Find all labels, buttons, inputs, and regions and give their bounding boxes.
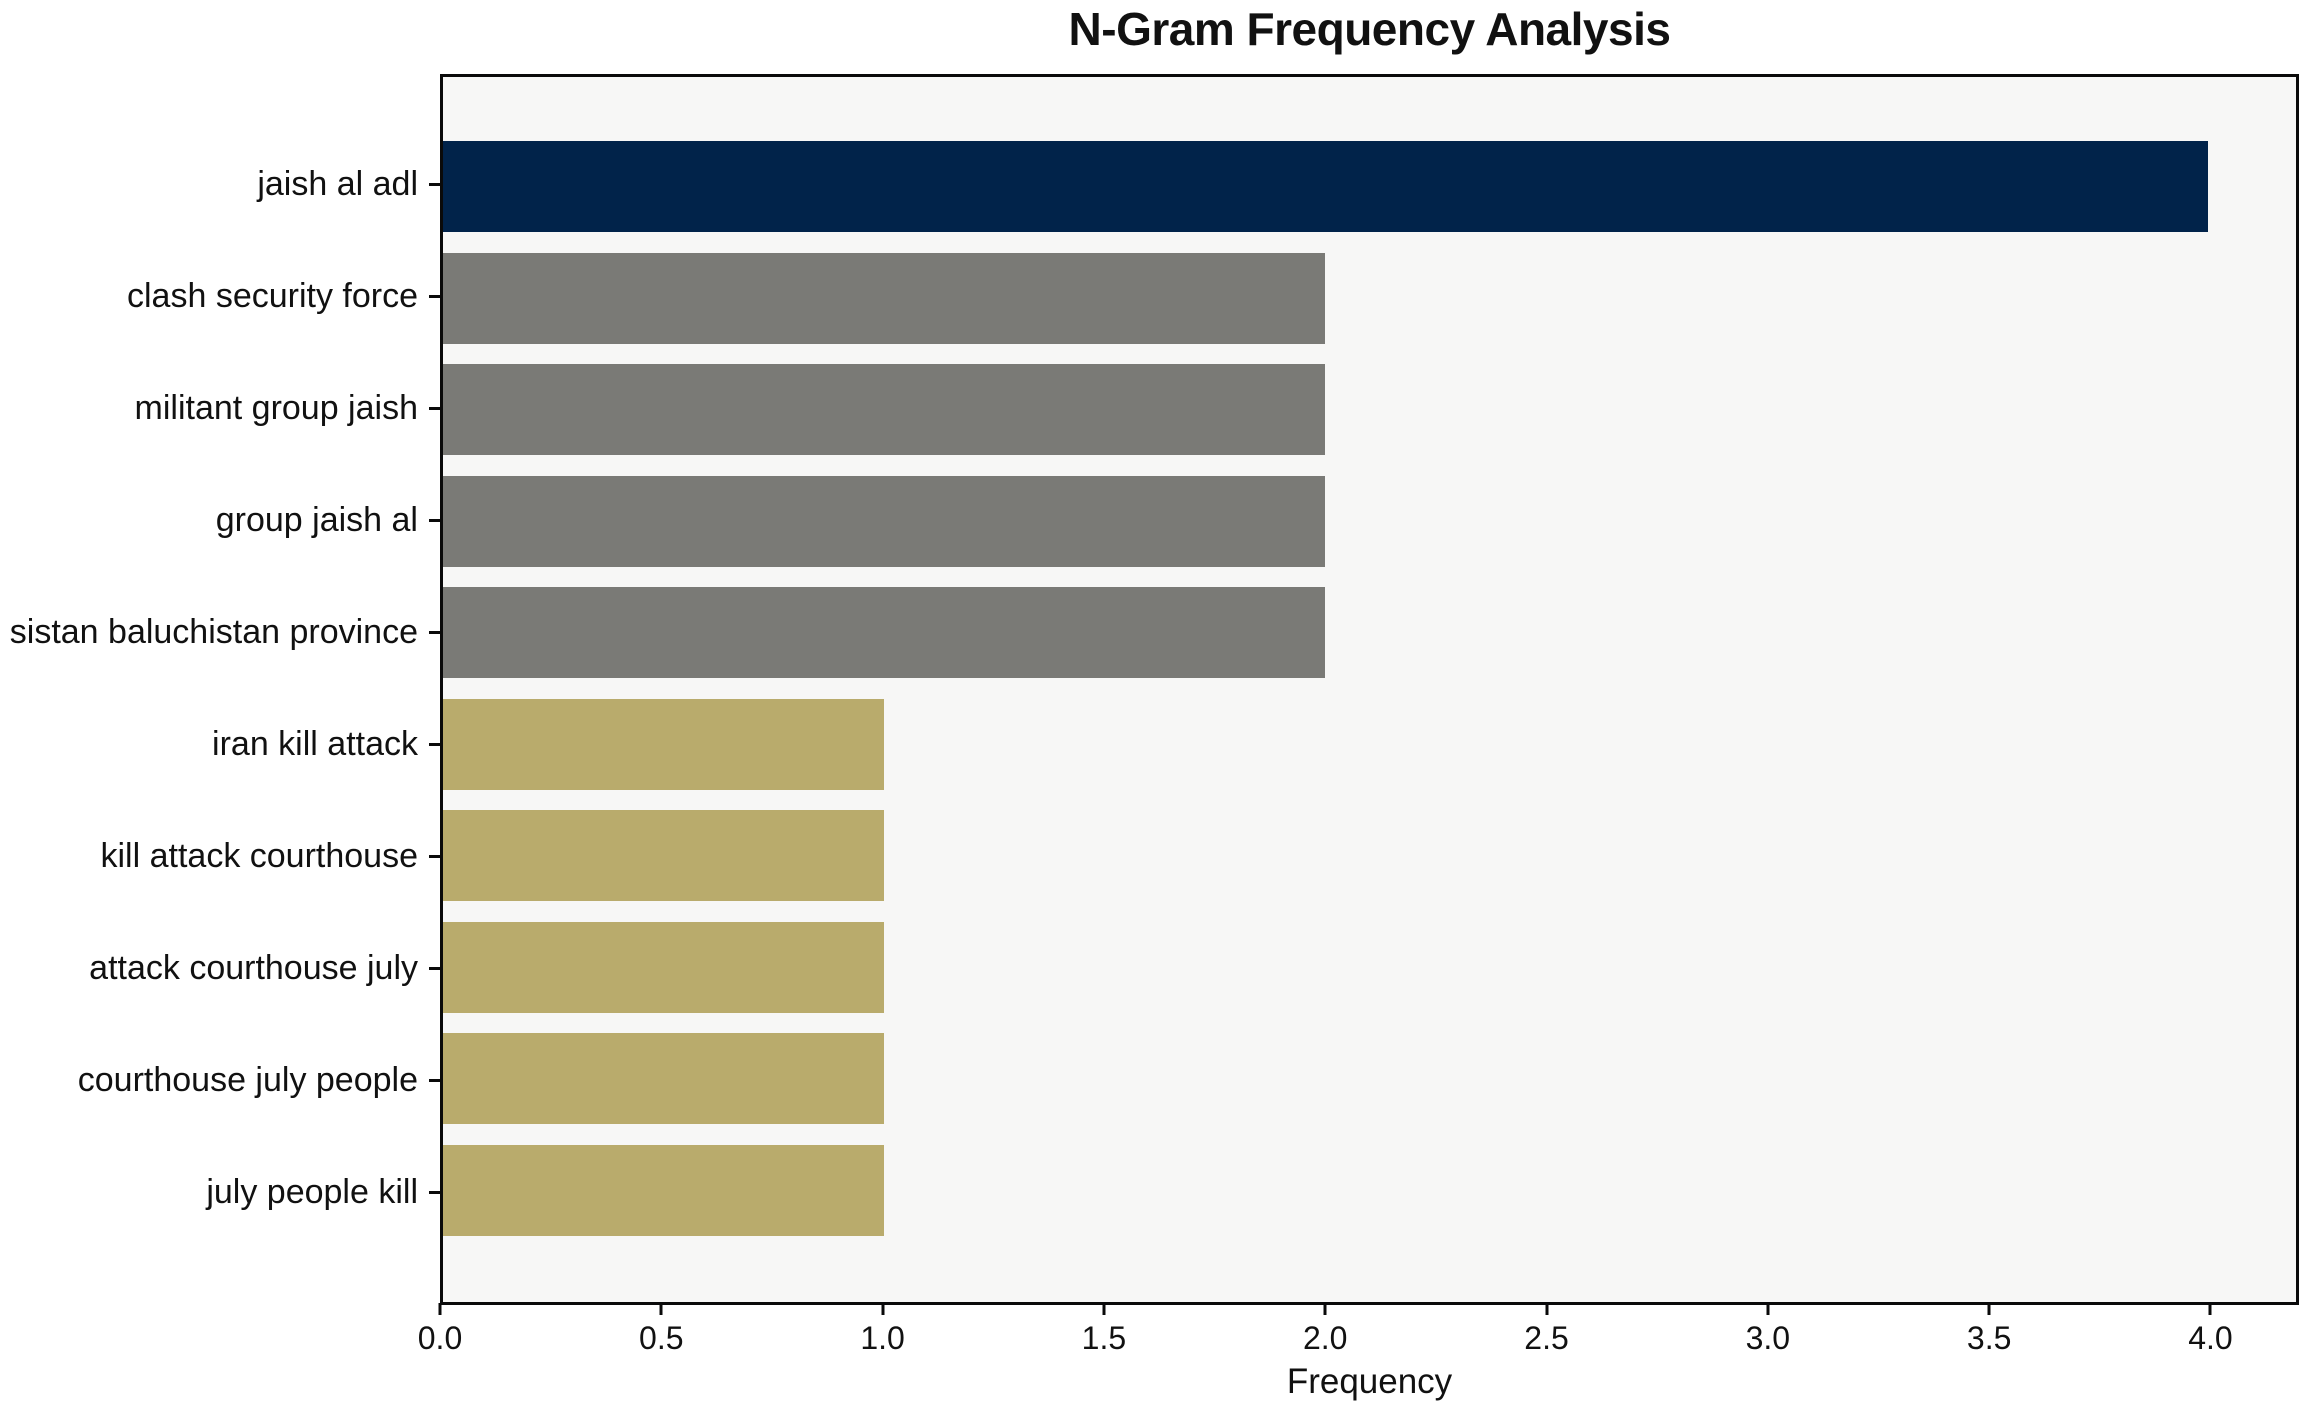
bar-group-jaish-al xyxy=(443,475,1326,567)
bar-attack-courthouse-july xyxy=(443,921,885,1013)
bar-row xyxy=(443,912,2296,1024)
bars-container xyxy=(443,77,2296,1302)
bar-row xyxy=(443,1135,2296,1247)
y-tick-label: courthouse july people xyxy=(77,1061,418,1100)
y-tick-row xyxy=(429,1137,440,1249)
bar-row xyxy=(443,354,2296,466)
y-tick-mark xyxy=(429,182,440,186)
chart-title: N-Gram Frequency Analysis xyxy=(1068,3,1671,55)
x-tick-label: 4.0 xyxy=(2188,1320,2233,1356)
y-tick-label-row: courthouse july people xyxy=(0,1025,418,1137)
y-tick-row xyxy=(429,576,440,688)
y-tick-row xyxy=(429,128,440,240)
x-tick-label: 1.0 xyxy=(860,1320,905,1356)
bar-militant-group-jaish xyxy=(443,364,1326,456)
y-tick-row xyxy=(429,1025,440,1137)
x-tick-mark xyxy=(2208,1303,2212,1315)
plot-area xyxy=(440,74,2299,1305)
x-tick-label: 0.0 xyxy=(417,1320,463,1356)
bar-row xyxy=(443,577,2296,689)
y-tick-label-row: kill attack courthouse xyxy=(0,801,419,913)
y-tick-label: sistan baluchistan province xyxy=(9,612,418,651)
y-axis-tick-labels: jaish al adl clash security force militant… xyxy=(0,74,418,1305)
x-tick-mark xyxy=(438,1303,442,1315)
y-tick-mark xyxy=(429,518,440,522)
bar-kill-attack-courthouse xyxy=(443,810,885,902)
bar-jaish-al-adl xyxy=(443,141,2208,233)
x-tick-label: 2.5 xyxy=(1524,1320,1569,1356)
y-tick-row xyxy=(429,464,440,576)
bar-row xyxy=(443,131,2296,243)
y-tick-row xyxy=(429,913,440,1025)
y-tick-row xyxy=(429,801,440,913)
x-tick-mark xyxy=(1987,1303,1991,1315)
y-tick-label: jaish al adl xyxy=(257,164,418,203)
y-tick-label-row: clash security force xyxy=(0,240,418,352)
x-tick-mark xyxy=(1545,1303,1549,1315)
y-tick-label-row: sistan baluchistan province xyxy=(0,576,418,688)
y-axis-tick-marks xyxy=(429,74,440,1305)
x-tick-label: 3.5 xyxy=(1966,1320,2012,1356)
bar-clash-security-force xyxy=(443,252,1326,344)
y-tick-label: militant group jaish xyxy=(134,388,418,427)
y-tick-mark xyxy=(429,294,440,298)
y-tick-label: clash security force xyxy=(127,276,418,315)
bar-row xyxy=(443,466,2296,578)
x-axis-tick-labels: 0.0 0.5 1.0 1.5 2.0 2.5 3.0 3.5 4.0 xyxy=(418,1320,2299,1360)
y-tick-label-row: militant group jaish xyxy=(0,352,418,464)
x-tick-mark xyxy=(1323,1303,1327,1315)
x-tick-label: 2.0 xyxy=(1302,1320,1348,1356)
x-tick-mark xyxy=(1766,1303,1770,1315)
bar-row xyxy=(443,1023,2296,1135)
y-tick-label-row: attack courthouse july xyxy=(0,913,418,1025)
bar-row xyxy=(443,800,2296,912)
y-tick-label-row: iran kill attack xyxy=(0,688,418,800)
x-tick-label: 3.0 xyxy=(1745,1320,1791,1356)
y-tick-mark xyxy=(429,1191,440,1195)
y-tick-mark xyxy=(429,967,440,971)
y-tick-mark xyxy=(429,406,440,410)
y-tick-label: july people kill xyxy=(206,1173,418,1212)
bar-row xyxy=(443,689,2296,801)
y-tick-row xyxy=(429,352,440,464)
y-tick-mark xyxy=(429,743,440,747)
x-tick-label: 1.5 xyxy=(1081,1320,1127,1356)
y-tick-label-row: july people kill xyxy=(0,1137,418,1249)
y-tick-label-row: jaish al adl xyxy=(0,128,418,240)
bar-sistan-baluchistan-province xyxy=(443,587,1326,679)
bar-iran-kill-attack xyxy=(443,698,885,790)
y-tick-row xyxy=(429,688,440,800)
y-tick-mark xyxy=(429,630,440,634)
x-axis-title: Frequency xyxy=(1286,1362,1453,1401)
bar-july-people-kill xyxy=(443,1144,885,1236)
x-tick-mark xyxy=(1102,1303,1106,1315)
bar-courthouse-july-people xyxy=(443,1033,885,1125)
y-tick-label: iran kill attack xyxy=(212,725,418,764)
y-tick-mark xyxy=(429,1079,440,1083)
y-tick-label: group jaish al xyxy=(215,500,418,539)
y-tick-row xyxy=(429,240,440,352)
y-tick-label-row: group jaish al xyxy=(0,464,418,576)
x-tick-label: 0.5 xyxy=(639,1320,684,1356)
x-axis-tick-marks xyxy=(438,1303,2299,1315)
y-tick-label: attack courthouse july xyxy=(89,949,418,988)
x-tick-mark xyxy=(659,1303,663,1315)
x-tick-mark xyxy=(881,1303,885,1315)
y-tick-mark xyxy=(429,855,440,859)
y-tick-label: kill attack courthouse xyxy=(100,837,419,876)
bar-row xyxy=(443,243,2296,355)
